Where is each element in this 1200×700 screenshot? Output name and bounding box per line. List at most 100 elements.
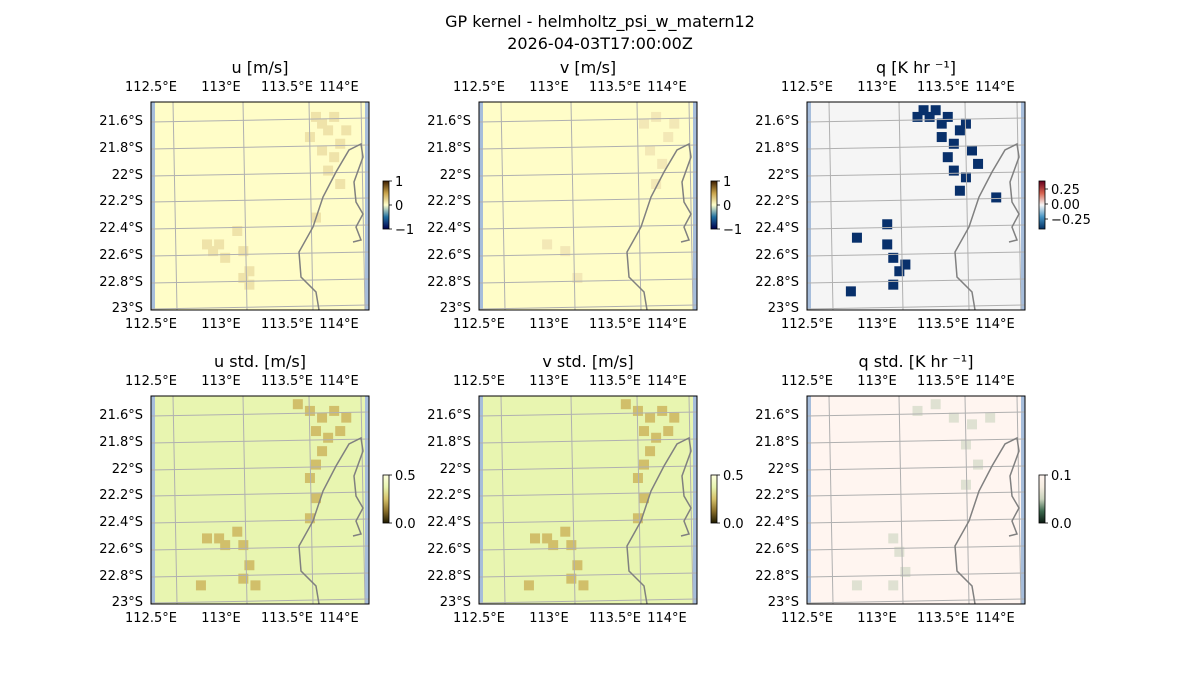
data-cell xyxy=(639,118,649,129)
data-cell xyxy=(250,580,261,591)
x-tick-label-top: 112.5°E xyxy=(453,374,505,389)
field-background xyxy=(807,396,1025,604)
parallel-line xyxy=(807,117,1025,123)
x-tick-label-top: 112.5°E xyxy=(125,80,177,95)
data-cell xyxy=(311,111,321,122)
data-cell xyxy=(918,105,929,116)
panel-q_std: q std. [K hr ⁻¹] 112.5°E 112.5°E 113°E 113°E… xyxy=(755,352,1071,626)
data-cell xyxy=(632,513,643,524)
panel-title: v std. [m/s] xyxy=(542,352,633,371)
data-cell xyxy=(341,125,352,136)
ocean-edge-west xyxy=(807,102,811,310)
x-tick-label-bottom: 114°E xyxy=(975,611,1015,626)
parallel-line xyxy=(807,491,1025,497)
x-tick-label-top: 113.5°E xyxy=(261,374,313,389)
y-tick-label: 23°S xyxy=(112,595,143,610)
x-tick-label-bottom: 113°E xyxy=(529,317,569,332)
colorbar-tick-label: −1 xyxy=(395,223,414,238)
meridian-line xyxy=(688,102,694,310)
data-cell xyxy=(651,432,662,443)
data-cell xyxy=(882,219,893,230)
parallel-line xyxy=(151,518,369,524)
data-cell xyxy=(882,239,893,250)
y-tick-label: 23°S xyxy=(440,301,471,316)
panel-map-area xyxy=(151,102,369,310)
y-tick-label: 22.6°S xyxy=(427,542,471,557)
y-tick-label: 23°S xyxy=(440,595,471,610)
coastline xyxy=(298,436,364,604)
meridian-line xyxy=(828,396,834,604)
y-tick-label: 21.6°S xyxy=(427,408,471,423)
x-tick-label-bottom: 112.5°E xyxy=(125,317,177,332)
parallel-line xyxy=(807,197,1025,203)
data-cell xyxy=(202,533,212,544)
data-cell xyxy=(304,473,315,484)
y-tick-label: 22.2°S xyxy=(99,194,143,209)
x-tick-label-bottom: 112.5°E xyxy=(453,317,505,332)
data-cell xyxy=(238,540,249,551)
x-tick-label-bottom: 113.5°E xyxy=(261,317,313,332)
y-tick-label: 21.6°S xyxy=(755,114,799,129)
x-tick-label-top: 114°E xyxy=(319,374,359,389)
meridian-line xyxy=(964,396,970,604)
meridian-line xyxy=(242,396,248,604)
panel-q: q [K hr ⁻¹] 112.5°E 112.5°E 113°E 113°E 113.5… xyxy=(755,58,1091,332)
y-tick-label: 22.4°S xyxy=(427,221,471,236)
panel-title: q [K hr ⁻¹] xyxy=(876,58,956,77)
data-cell xyxy=(323,432,334,443)
data-cell xyxy=(292,399,303,410)
data-cell xyxy=(530,533,540,544)
coastline xyxy=(626,142,692,310)
data-cell xyxy=(888,279,899,290)
ocean-edge-west xyxy=(479,396,483,604)
data-cell xyxy=(948,412,959,423)
x-tick-label-bottom: 113.5°E xyxy=(261,611,313,626)
meridian-line xyxy=(570,102,576,310)
data-cell xyxy=(954,125,965,136)
meridian-line xyxy=(360,102,366,310)
parallel-line xyxy=(479,144,697,150)
ocean-edge-east xyxy=(1021,102,1025,310)
data-cell xyxy=(888,533,899,544)
parallel-line xyxy=(807,465,1025,471)
colorbar-tick-label: −0.25 xyxy=(1051,213,1091,228)
meridian-line xyxy=(636,396,642,604)
data-cell xyxy=(238,246,249,257)
parallel-line xyxy=(151,224,369,230)
data-cell xyxy=(991,192,1002,203)
x-tick-label-bottom: 112.5°E xyxy=(781,317,833,332)
data-cell xyxy=(948,165,959,176)
ocean-edge-west xyxy=(479,102,483,310)
y-tick-label: 21.6°S xyxy=(99,114,143,129)
data-cell xyxy=(560,526,571,537)
panel-map-area xyxy=(479,396,697,604)
parallel-line xyxy=(151,117,369,123)
data-cell xyxy=(942,152,953,163)
data-cell xyxy=(639,426,649,437)
panel-v: v [m/s]112.5°E112.5°E113°E113°E113.5°E11… xyxy=(427,58,742,332)
parallel-line xyxy=(479,278,697,284)
panel-map-area xyxy=(807,396,1025,604)
data-cell xyxy=(960,118,971,129)
graticule xyxy=(151,396,369,604)
panel-v_std: v std. [m/s] 112.5°E 112.5°E 113°E 113°E 113.… xyxy=(427,352,743,626)
parallel-line xyxy=(151,598,369,604)
panel-frame xyxy=(478,395,698,605)
meridian-line xyxy=(636,102,642,310)
parallel-line xyxy=(807,518,1025,524)
y-tick-label: 22.6°S xyxy=(99,542,143,557)
x-tick-label-top: 113.5°E xyxy=(589,80,641,95)
x-tick-label-top: 113.5°E xyxy=(589,374,641,389)
data-cell xyxy=(888,580,899,591)
ocean-edge-west xyxy=(151,102,155,310)
data-cell xyxy=(572,560,583,571)
colorbar-tick-label: 1 xyxy=(395,175,403,190)
x-tick-label-bottom: 113.5°E xyxy=(589,317,641,332)
parallel-line xyxy=(151,171,369,177)
y-tick-label: 22.6°S xyxy=(99,248,143,263)
data-cell xyxy=(566,540,577,551)
colorbar xyxy=(1038,474,1046,524)
x-tick-label-top: 113.5°E xyxy=(261,80,313,95)
data-cell xyxy=(208,246,219,257)
panel-title: v [m/s] xyxy=(560,58,616,77)
